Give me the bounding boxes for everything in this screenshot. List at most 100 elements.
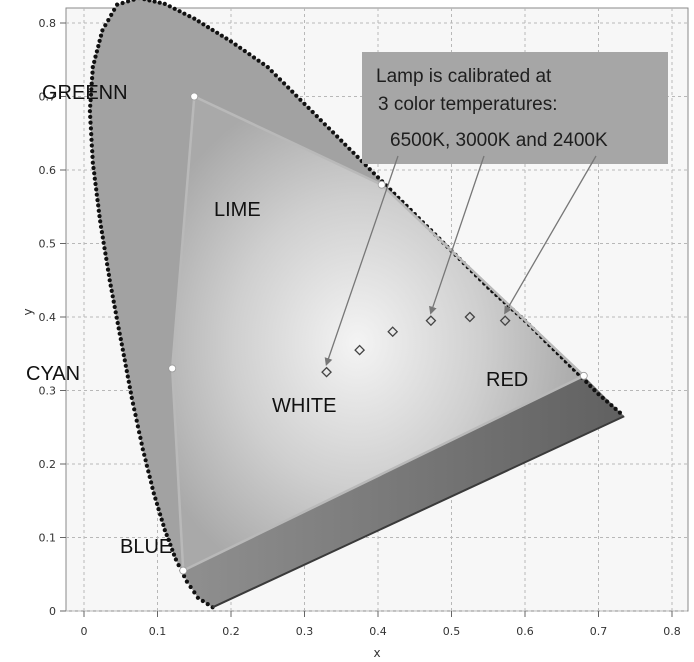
locus-dot (126, 0, 131, 4)
locus-dot (119, 342, 124, 347)
locus-dot (326, 126, 332, 131)
axis-ticks: 0 0.1 0.2 0.3 0.4 0.5 0.6 0.7 0.8 0 0.1 0.2 0.3 0.4 0.… (39, 17, 681, 638)
locus-dot (87, 109, 92, 114)
y-tick-label: 0.5 (39, 238, 57, 251)
locus-dot (88, 114, 93, 119)
locus-dot (130, 401, 136, 406)
locus-dot (118, 337, 123, 342)
locus-dot (88, 103, 93, 108)
x-tick-label: 0.4 (369, 625, 387, 638)
locus-dot (91, 165, 96, 171)
y-tick-label: 0.7 (39, 91, 57, 104)
gamut-outline (168, 92, 588, 575)
purple-band (183, 375, 625, 608)
locus-dot (96, 203, 101, 208)
x-tick-label: 0.6 (516, 625, 534, 638)
annotation-arrow (324, 155, 399, 367)
annotation-arrow (429, 155, 485, 315)
locus-dot (176, 563, 181, 568)
locus-dot (347, 146, 352, 151)
locus-dot (247, 52, 252, 57)
locus-dot (343, 142, 348, 147)
locus-dot (592, 388, 597, 393)
locus-dot (609, 403, 614, 408)
locus-dot (120, 0, 125, 6)
locus-dot (90, 76, 95, 81)
locus-dot (306, 105, 311, 110)
locus-dot (168, 542, 173, 547)
locus-dot (89, 81, 94, 86)
locus-dot (143, 458, 148, 463)
label-lime: LIME (214, 199, 261, 221)
locus-dot (147, 0, 152, 3)
locus-dot (100, 235, 105, 240)
locus-dot (224, 36, 229, 41)
locus-dot (588, 383, 593, 389)
locus-dot (142, 0, 147, 2)
locus-dot (89, 143, 94, 148)
y-tick-label: 0.6 (39, 164, 57, 177)
locus-dot (182, 11, 187, 16)
locus-dot (90, 70, 95, 75)
locus-dot (166, 537, 171, 543)
locus-dot (233, 42, 238, 47)
locus-dot (277, 77, 283, 82)
locus-dot (331, 130, 336, 135)
annotation-line: Lamp is calibrated at (376, 66, 552, 87)
locus-dot (187, 14, 192, 19)
locus-dot (120, 347, 125, 352)
locus-dot (363, 163, 368, 168)
locus-dot (96, 44, 101, 49)
locus-dot (147, 474, 152, 479)
locus-dot (154, 501, 160, 506)
calibration-marker (425, 315, 437, 327)
locus-dot (134, 418, 139, 423)
locus-dot (88, 120, 93, 125)
locus-dot (158, 512, 163, 517)
locus-dot (97, 214, 102, 219)
locus-dot (149, 480, 154, 485)
locus-dot (318, 118, 323, 123)
locus-dot (161, 522, 166, 528)
locus-dot (139, 441, 144, 446)
locus-dot (92, 59, 97, 64)
locus-dot (170, 547, 175, 552)
calibration-marker (354, 344, 366, 356)
locus-dot (95, 198, 100, 203)
locus-dot (182, 574, 187, 579)
locus-dot (335, 134, 340, 139)
locus-dot (116, 326, 121, 331)
locus-dot (290, 89, 295, 94)
locus-dot (195, 595, 200, 600)
x-tick-label: 0.1 (149, 625, 167, 638)
locus-dot (99, 230, 104, 235)
locus-dot (125, 374, 130, 379)
y-tick-label: 0.2 (39, 458, 57, 471)
locus-dot (184, 579, 189, 584)
locus-dot (88, 126, 93, 131)
gamut-vertex (190, 92, 199, 101)
locus-dot (310, 109, 315, 115)
locus-dot (105, 262, 110, 267)
locus-dot (93, 54, 98, 59)
locus-dot (613, 406, 618, 411)
locus-dot (142, 452, 147, 457)
annotation: Lamp is calibrated at 3 color temperature… (324, 52, 668, 367)
gamut-vertex (179, 566, 188, 575)
locus-dot (115, 320, 120, 326)
locus-dot (129, 395, 134, 400)
locus-dot (171, 552, 177, 557)
locus-dot (94, 192, 99, 197)
locus-dot (144, 463, 149, 468)
locus-dot (339, 138, 344, 143)
gamut-fill (172, 96, 584, 571)
locus-dot (102, 246, 107, 251)
locus-dot (152, 0, 157, 4)
locus-dot (151, 491, 156, 496)
locus-dot (282, 81, 287, 86)
locus-dot (600, 395, 605, 400)
locus-dot (93, 181, 98, 187)
x-tick-label: 0.3 (296, 625, 314, 638)
x-axis-label: x (373, 646, 380, 660)
